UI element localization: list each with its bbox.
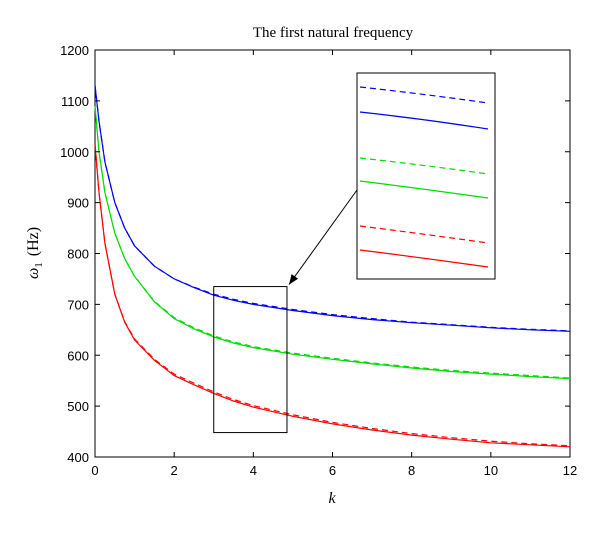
y-tick-label: 700 [67,297,89,312]
zoom-region-box [213,286,288,434]
series-line-2 [94,105,571,380]
y-tick-label: 1100 [61,94,89,109]
chart-title: The first natural frequency [253,25,414,41]
y-tick-label: 1200 [60,43,89,58]
inset-panel [356,72,496,280]
x-ticks: 0 2 4 6 8 10 12 [91,50,577,478]
series-line-0 [94,85,571,332]
y-ticks: 400 500 600 700 800 900 1000 1100 1200 [60,43,570,465]
y-tick-label: 900 [67,196,89,211]
inset-series-line-0 [359,86,489,104]
inset-series-line-3 [359,180,489,199]
x-tick-label: 0 [91,463,98,478]
inset-series-group [359,86,489,268]
y-tick-label: 1000 [60,145,89,160]
x-tick-label: 2 [171,463,178,478]
y-axis-subscript: 1 [33,262,45,268]
series-line-5 [94,144,571,447]
y-axis-symbol: ω [25,268,42,279]
series-line-1 [94,85,571,332]
y-tick-label: 400 [67,450,89,465]
series-group [94,85,571,448]
x-tick-label: 4 [250,463,257,478]
inset-frame [356,72,496,280]
inset-series-line-4 [359,225,489,244]
x-tick-label: 10 [484,463,498,478]
series-line-3 [94,105,571,379]
y-axis-unit: (Hz) [25,227,42,256]
series-line-4 [94,144,571,448]
zoom-arrow [288,189,358,285]
inset-series-line-5 [359,249,489,268]
x-tick-label: 8 [408,463,415,478]
inset-series-line-2 [359,157,489,175]
x-axis-label: k [328,490,336,507]
plot-frame [94,49,571,458]
y-axis-label: ω1 (Hz) [25,227,45,279]
y-tick-label: 600 [67,348,89,363]
x-tick-label: 6 [329,463,336,478]
zoom-arrow-head [288,274,299,285]
inset-series-line-1 [359,111,489,130]
x-tick-label: 12 [563,463,577,478]
y-tick-label: 500 [67,399,89,414]
y-tick-label: 800 [67,247,89,262]
